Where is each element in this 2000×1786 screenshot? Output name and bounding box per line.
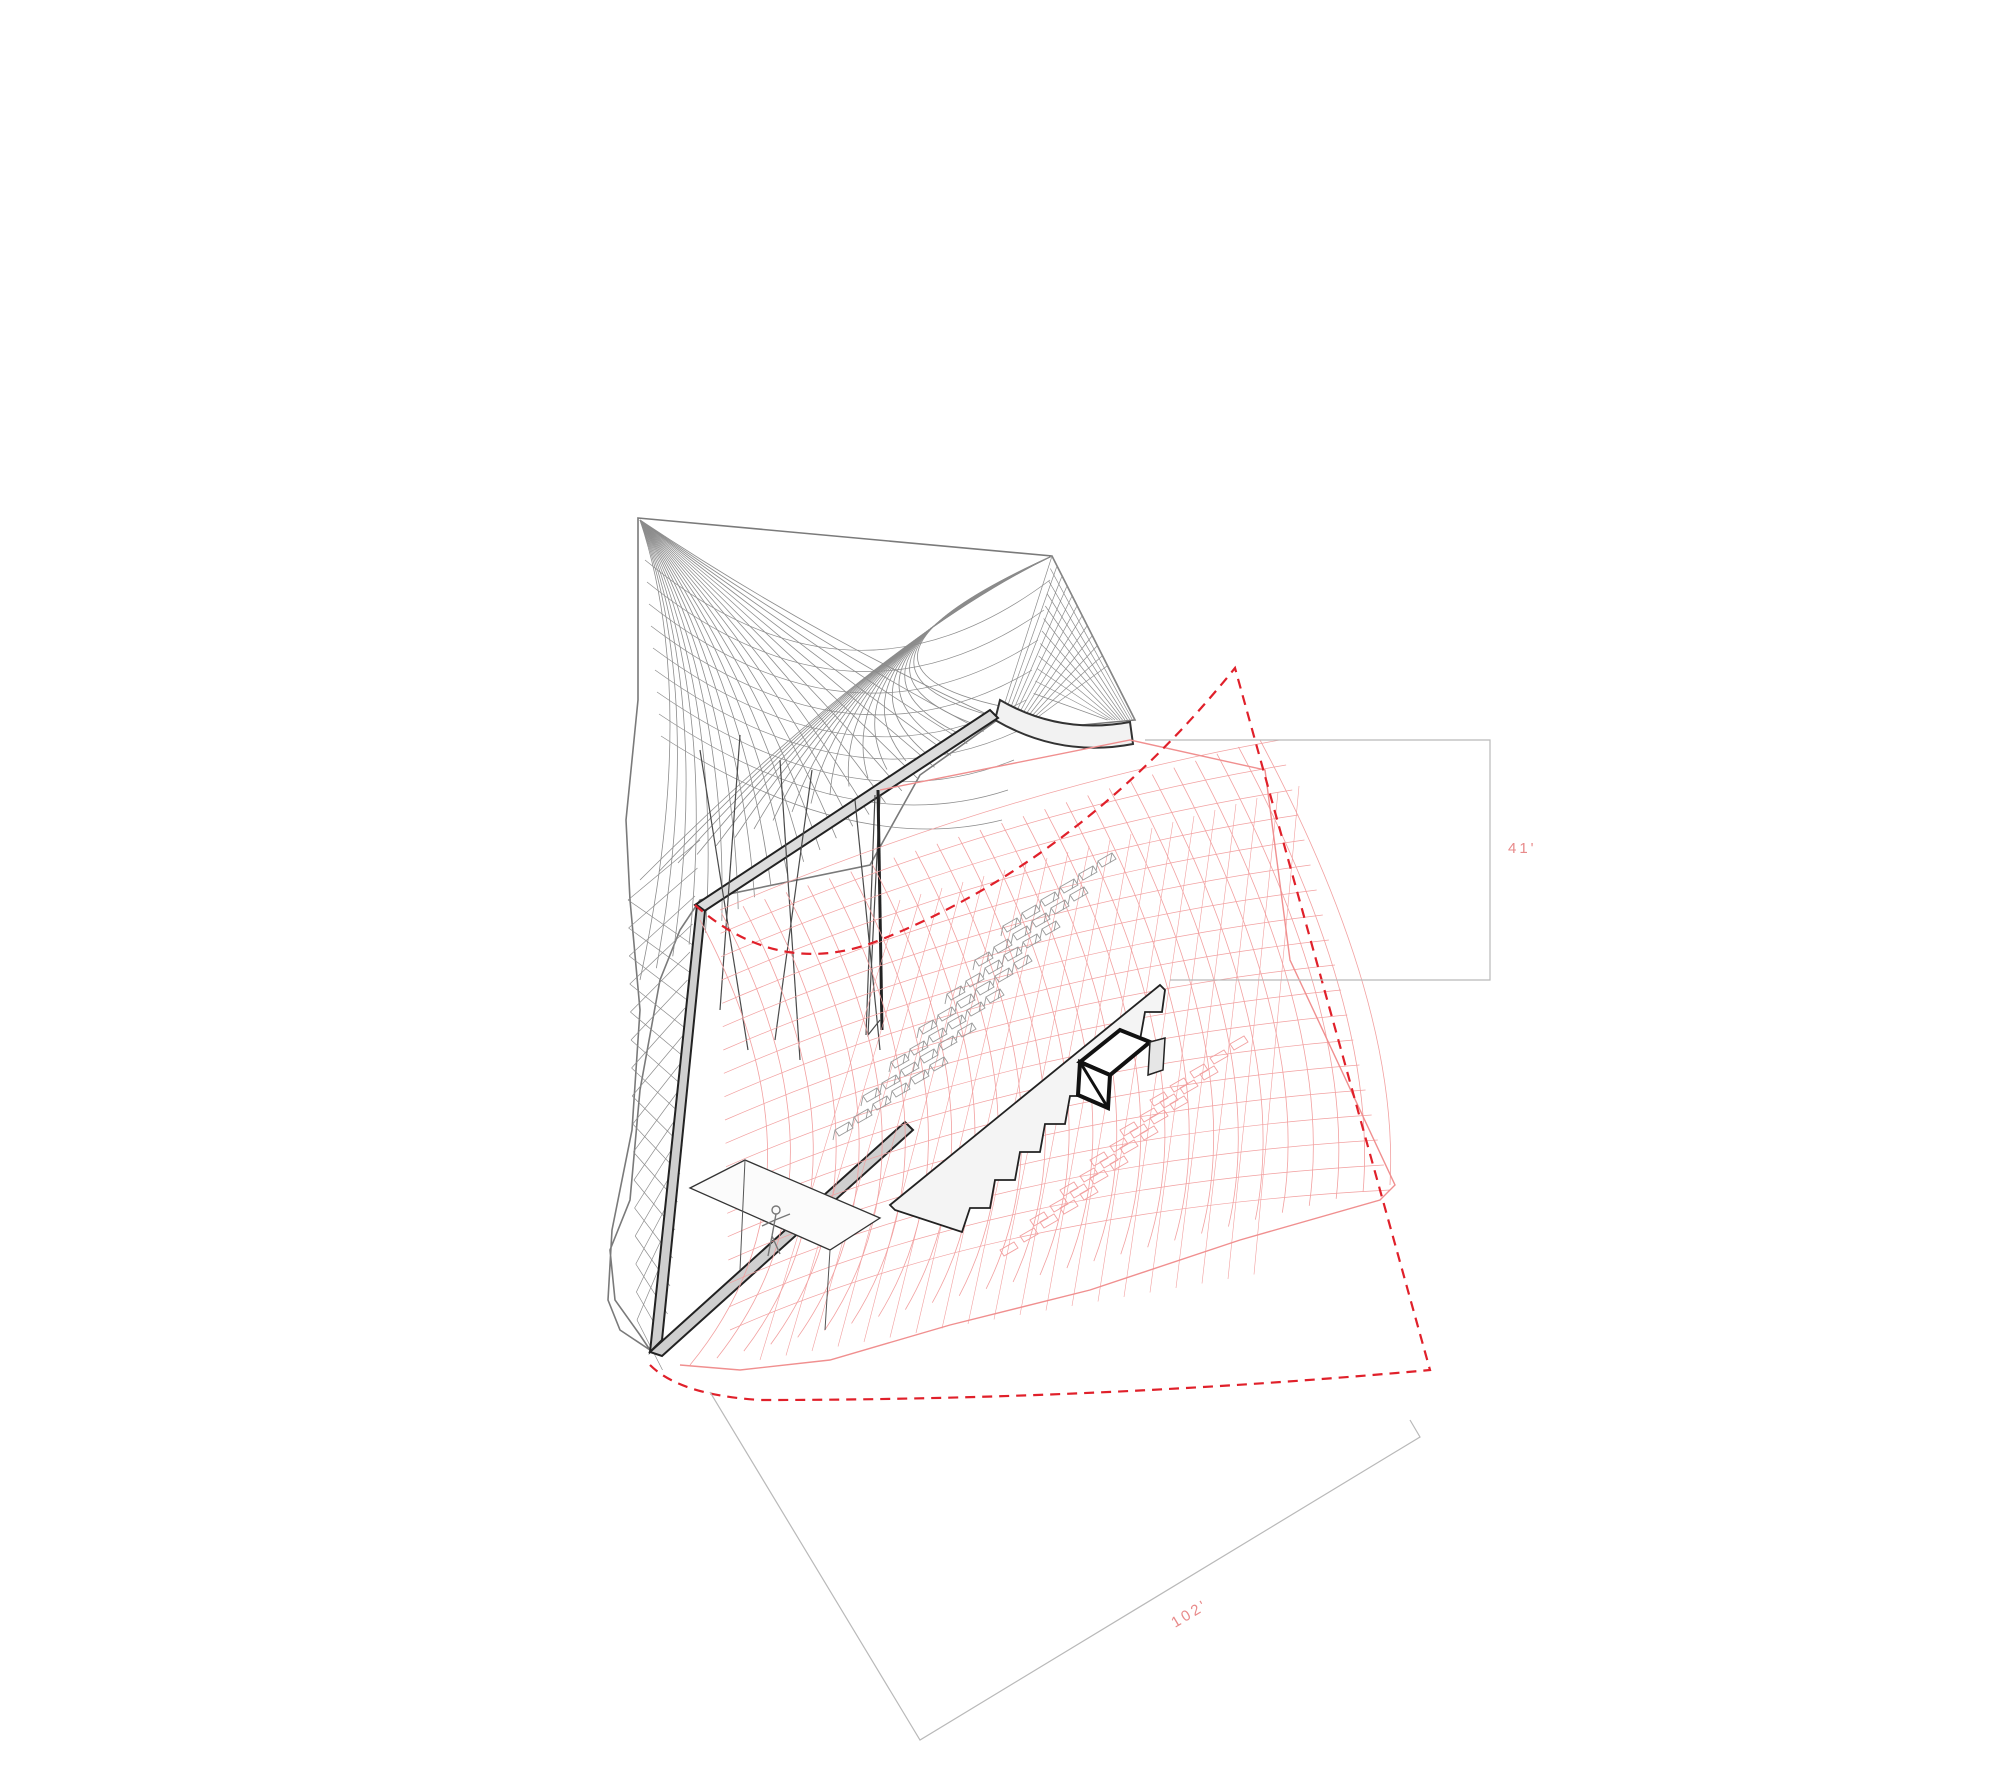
projection-grid-line (743, 906, 813, 1351)
projection-grid-line (721, 765, 1287, 933)
shell-grid-line (640, 520, 686, 956)
shell-grid-line (754, 556, 1052, 829)
shell-outline (608, 518, 1135, 1350)
projection-grid-line (980, 830, 1069, 1275)
shell-grid-line (1050, 569, 1132, 721)
shell-grid-line (640, 520, 836, 838)
projection-grid-line (1202, 798, 1257, 1284)
projection-grid-line (812, 888, 942, 1351)
length-dimension: 102' (710, 1392, 1420, 1740)
seat (973, 952, 993, 970)
shell-grid-line (640, 520, 787, 874)
shell-grid-line (640, 520, 984, 732)
shell-grid-line (1003, 566, 1057, 718)
seat (956, 1023, 976, 1041)
shell-grid-line (640, 520, 902, 791)
shell-grid-line (1040, 644, 1117, 721)
shell-grid-line (1033, 656, 1102, 718)
shell-grid-line (640, 520, 853, 826)
seat (917, 1020, 937, 1038)
tension-cables (700, 735, 880, 1060)
seat (993, 968, 1013, 986)
seat (1230, 1036, 1248, 1050)
shell-grid-line (640, 520, 951, 755)
projection-grid-line (722, 840, 1304, 1003)
seat (909, 1070, 929, 1088)
shell-grid-line (640, 520, 677, 968)
projection-grid-line (760, 900, 900, 1360)
projection-grid-line (916, 864, 1026, 1333)
shell-grid-line (640, 520, 722, 921)
shell-grid-line (917, 556, 1052, 710)
seat (1049, 900, 1069, 918)
seat (918, 1049, 938, 1067)
projection-grid-line (1195, 761, 1313, 1206)
shell-grid-line (1044, 619, 1123, 721)
length-dimension-label: 102' (1168, 1596, 1211, 1631)
seat (965, 1002, 985, 1020)
shell-grid-line (640, 520, 804, 862)
shell-grid-line (649, 604, 1038, 693)
projection-grid (690, 740, 1391, 1365)
seat (890, 1083, 910, 1101)
shell-grid-line (773, 556, 1052, 821)
shell-grid-line (633, 1092, 677, 1152)
seat (946, 1015, 966, 1033)
seat (1011, 926, 1031, 944)
shell-grid-line (628, 840, 700, 900)
stair-profile (890, 985, 1165, 1232)
shell-grid-line (1007, 576, 1062, 718)
shell-grid-line (1037, 669, 1113, 721)
height-dimension-label: 41' (1508, 840, 1537, 857)
shell-grid-line (630, 952, 690, 1012)
shell-grid-line (1013, 596, 1072, 718)
projection-grid-line (723, 865, 1311, 1027)
projection-grid-line (829, 878, 905, 1323)
shell-grid-line (628, 900, 700, 950)
shell-grid-line (632, 1036, 682, 1096)
shell-grid-line (1000, 556, 1052, 718)
projection-grid-line (808, 885, 883, 1330)
bottom-beam (650, 1122, 913, 1356)
shell-grid-line (1034, 694, 1108, 721)
seat (880, 1075, 900, 1093)
projection-grid-line (786, 892, 859, 1337)
projection-grid-line (724, 915, 1323, 1073)
projection-shell (650, 668, 1430, 1400)
projection-dashed-outline (650, 668, 1430, 1400)
shell-grid-line (1052, 556, 1135, 720)
projection-outline (680, 740, 1395, 1370)
shell-grid-line (647, 582, 1044, 672)
shell-grid-line (1020, 616, 1082, 718)
seat (861, 1088, 881, 1106)
shell-grid-line (645, 560, 1050, 650)
left-wall-frame (650, 905, 705, 1352)
projection-grid-line (1228, 792, 1278, 1279)
shell-grid-line (655, 670, 1020, 759)
seat (1210, 1050, 1228, 1064)
shell-grid-line (629, 896, 695, 956)
